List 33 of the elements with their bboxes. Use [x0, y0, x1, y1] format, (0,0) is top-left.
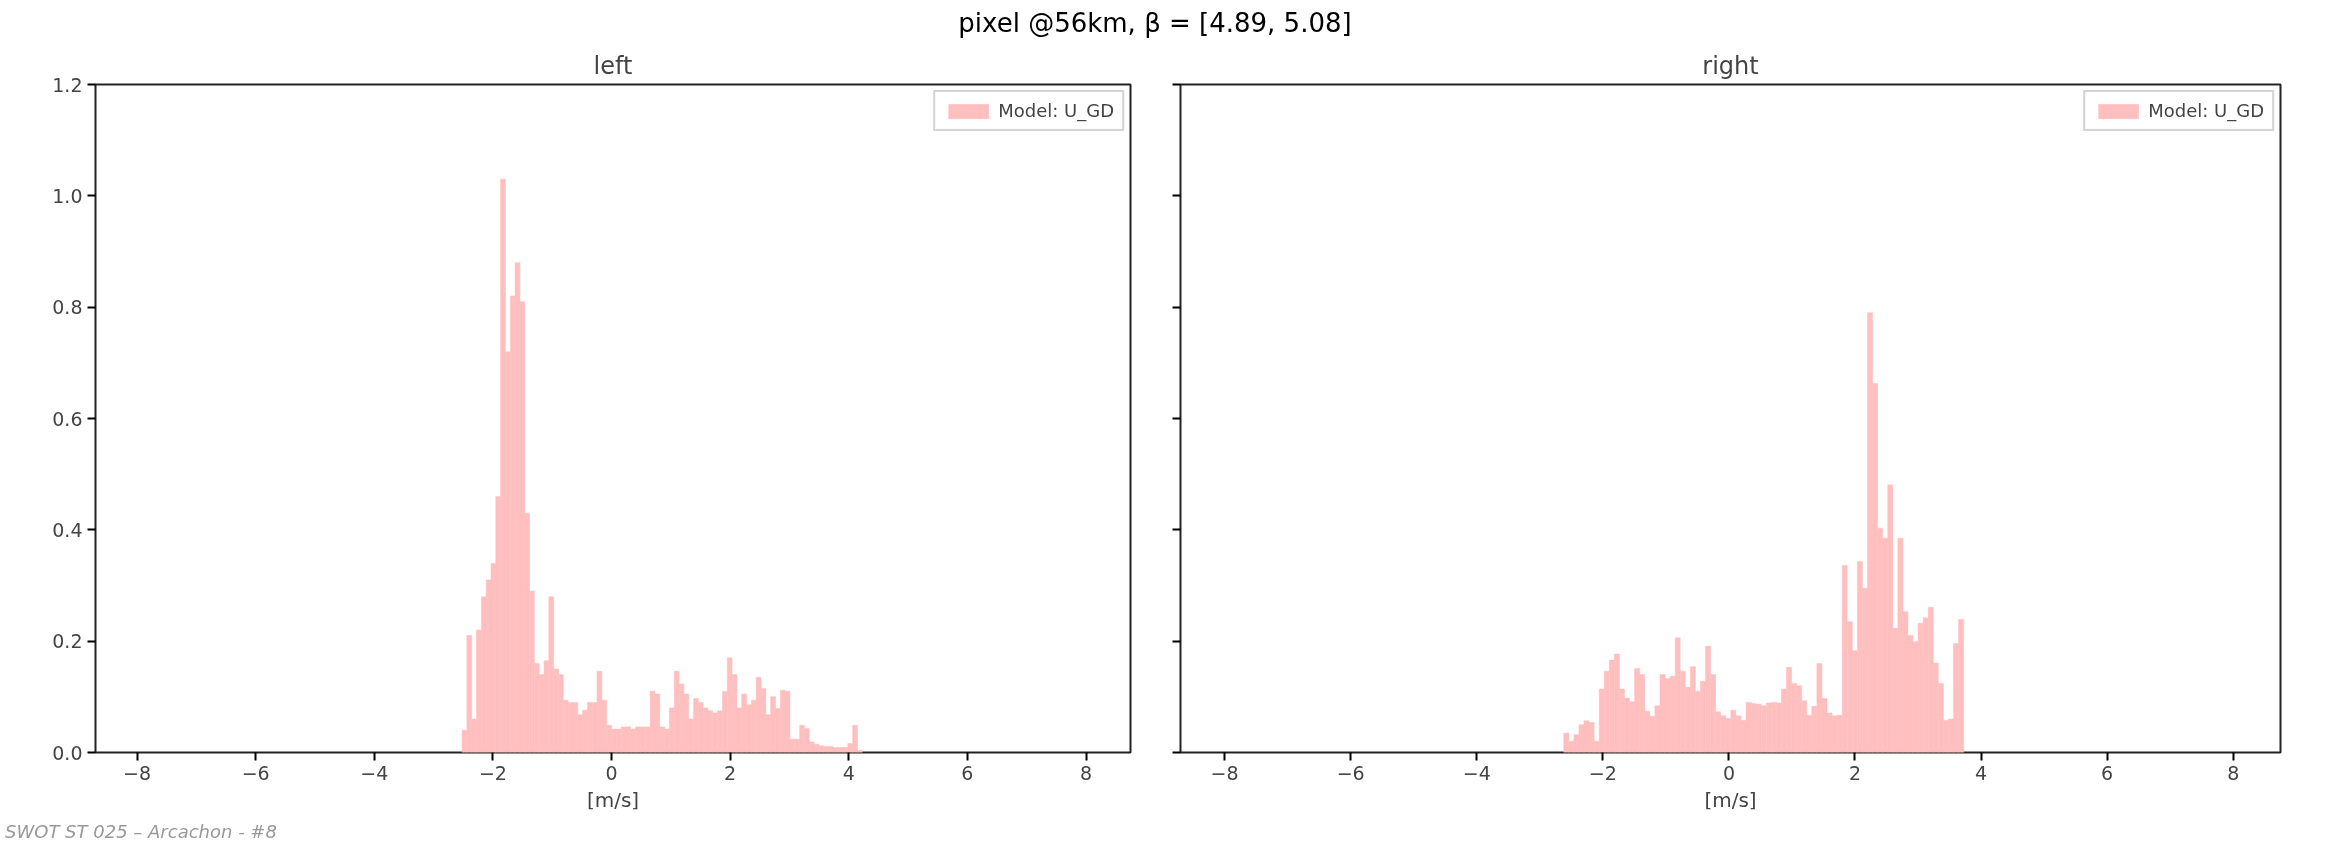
- x-tick-label: 0: [1722, 761, 1735, 784]
- x-axis-title: [m/s]: [586, 787, 640, 812]
- y-tick-label: 0.0: [52, 741, 83, 764]
- x-axis-title: [m/s]: [1704, 787, 1757, 812]
- x-tick-label: 6: [961, 761, 974, 784]
- x-tick-label: 2: [724, 761, 737, 784]
- x-tick-label: 4: [842, 761, 855, 784]
- chart-title: right: [1702, 51, 1759, 80]
- y-tick-label: 0.2: [52, 630, 83, 653]
- legend-label: Model: U_GD: [2148, 100, 2264, 121]
- x-tick-label: −6: [1336, 761, 1365, 784]
- x-tick-label: −2: [478, 761, 507, 784]
- x-tick-label: 8: [1079, 761, 1093, 784]
- x-tick-label: −2: [1588, 761, 1617, 784]
- y-tick-label: 1.0: [52, 184, 83, 207]
- x-tick-label: −8: [123, 761, 152, 784]
- legend-label: Model: U_GD: [998, 100, 1114, 121]
- y-tick-label: 0.6: [52, 407, 83, 430]
- text: pixel @56km, β = [4.89, 5.08]: [958, 7, 1352, 40]
- x-tick-label: −4: [360, 761, 389, 784]
- x-tick-label: −6: [241, 761, 270, 784]
- y-tick-label: 0.4: [52, 518, 83, 541]
- y-tick-label: 0.8: [52, 296, 83, 319]
- x-tick-label: 8: [2227, 761, 2240, 784]
- y-tick-label: 1.2: [52, 73, 83, 96]
- text: SWOT ST 025 – Arcachon - #8: [5, 820, 277, 844]
- x-tick-label: −8: [1210, 761, 1239, 784]
- x-tick-label: 6: [2101, 761, 2114, 784]
- x-tick-label: −4: [1462, 761, 1491, 784]
- x-tick-label: 0: [605, 761, 618, 784]
- x-tick-label: 2: [1848, 761, 1862, 784]
- chart-title: left: [593, 51, 633, 80]
- x-tick-label: 4: [1975, 761, 1988, 784]
